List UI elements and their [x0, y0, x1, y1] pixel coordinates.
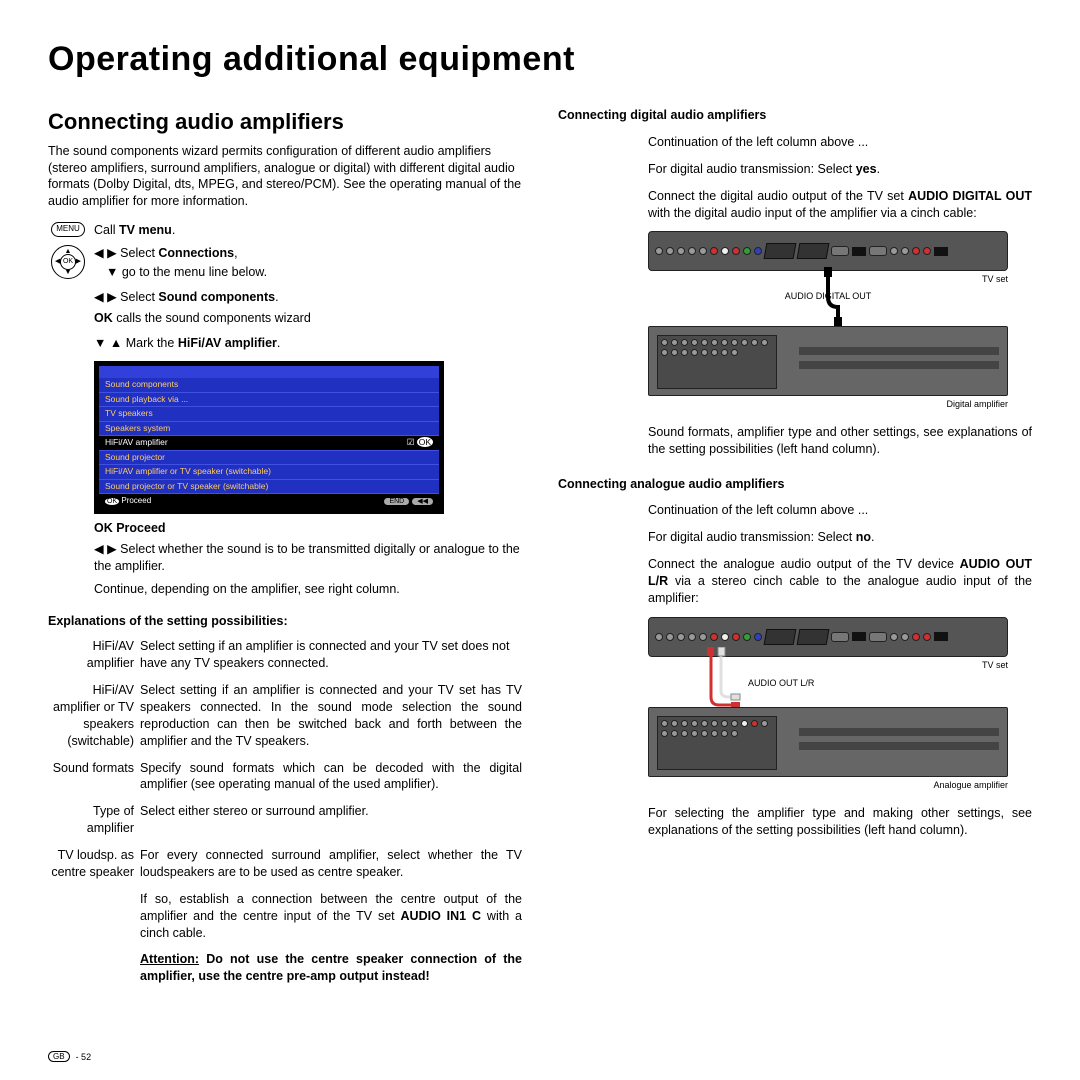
page-footer: GB - 52 [48, 1051, 91, 1062]
analogue-diagram: TV set AUDIO OUT L/R [648, 617, 1008, 791]
step1-pre: Call [94, 223, 119, 237]
intro-text: The sound components wizard permits conf… [48, 143, 522, 211]
explanations-heading: Explanations of the setting possibilitie… [48, 613, 522, 630]
ok-proceed: OK Proceed [94, 520, 522, 537]
gb-badge: GB [48, 1051, 70, 1062]
menu-button-icon: MENU [51, 222, 85, 237]
tv-back-panel [648, 231, 1008, 271]
right-column: Connecting digital audio amplifiers Cont… [558, 107, 1032, 995]
page-number: - 52 [76, 1052, 92, 1062]
menu-item: Sound projector [99, 451, 439, 465]
menu-item: Sound components [99, 378, 439, 392]
digital-diagram: TV set AUDIO DIGITAL OUT Digital amplifi… [648, 231, 1008, 409]
analogue-heading: Connecting analogue audio amplifiers [558, 476, 1032, 493]
tv-back-panel-2 [648, 617, 1008, 657]
left-column: Connecting audio amplifiers The sound co… [48, 107, 522, 995]
main-title: Operating additional equipment [48, 40, 1032, 79]
menu-item: HiFi/AV amplifier or TV speaker (switcha… [99, 465, 439, 479]
digital-amp [648, 326, 1008, 396]
expl-sound-formats: Sound formats Specify sound formats whic… [48, 760, 522, 794]
step-menu: MENU Call TV menu. [48, 222, 522, 239]
step1-bold: TV menu [119, 223, 172, 237]
page: Operating additional equipment Connectin… [0, 0, 1080, 995]
digital-heading: Connecting digital audio amplifiers [558, 107, 1032, 124]
ok-dpad-icon: ▲▼ ◀▶ OK [51, 245, 85, 279]
columns: Connecting audio amplifiers The sound co… [48, 107, 1032, 995]
menu-item: Sound projector or TV speaker (switchabl… [99, 480, 439, 494]
menu-item: HiFi/AV amplifier☑ OK [99, 436, 439, 450]
expl-type-amp: Type ofamplifier Select either stereo or… [48, 803, 522, 837]
menu-item: TV speakers [99, 407, 439, 421]
expl-hifi-switchable: HiFi/AVamplifier or TVspeakers(switchabl… [48, 682, 522, 750]
menu-item: Speakers system [99, 422, 439, 436]
sound-components-screenshot: Sound componentsSound playback via ...TV… [94, 361, 444, 514]
menu-item: Sound playback via ... [99, 393, 439, 407]
expl-tv-loudspeaker: TV loudsp. ascentre speaker For every co… [48, 847, 522, 985]
expl-hifi-av: HiFi/AVamplifier Select setting if an am… [48, 638, 522, 672]
left-heading: Connecting audio amplifiers [48, 107, 522, 137]
step-ok: ▲▼ ◀▶ OK ◀ ▶ Select Connections, ▼ go to… [48, 245, 522, 353]
analogue-amp [648, 707, 1008, 777]
